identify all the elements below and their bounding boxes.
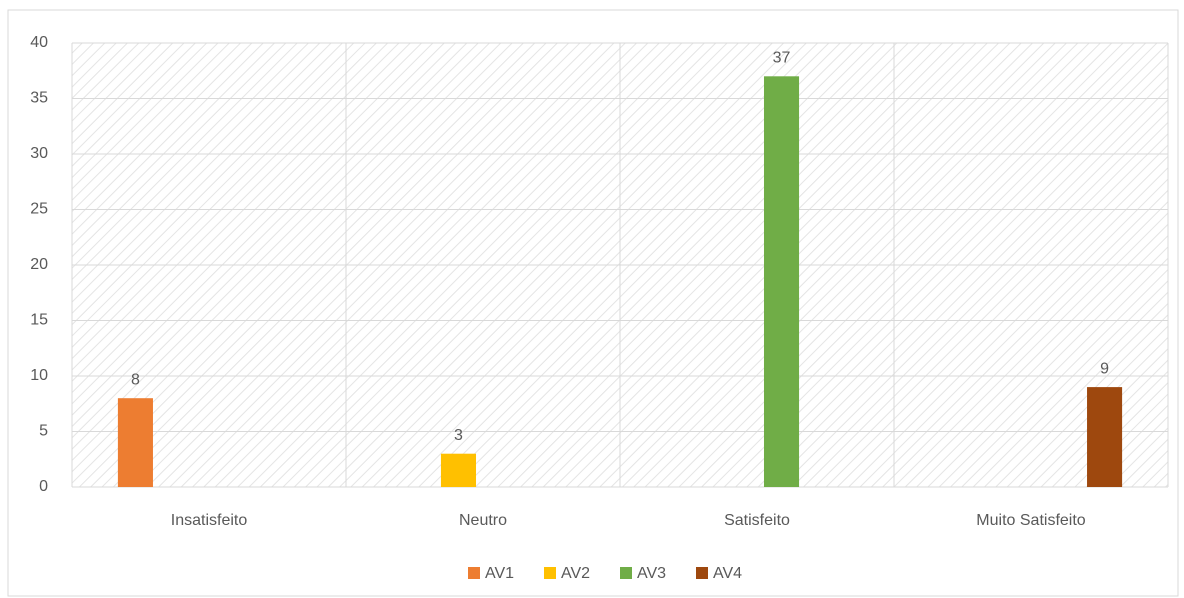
data-label: 9 bbox=[1100, 360, 1109, 377]
legend-label: AV3 bbox=[637, 565, 666, 582]
legend-swatch bbox=[620, 567, 632, 579]
bar bbox=[763, 76, 800, 488]
y-tick-label: 0 bbox=[39, 478, 48, 495]
y-tick-label: 25 bbox=[30, 201, 48, 218]
data-label: 3 bbox=[454, 427, 463, 444]
y-tick-label: 35 bbox=[30, 90, 48, 107]
legend-label: AV2 bbox=[561, 565, 590, 582]
bar bbox=[440, 453, 477, 487]
y-tick-label: 20 bbox=[30, 256, 48, 273]
y-tick-label: 15 bbox=[30, 312, 48, 329]
data-label: 37 bbox=[773, 50, 791, 67]
legend-swatch bbox=[696, 567, 708, 579]
bar bbox=[117, 398, 153, 487]
x-tick-label: Insatisfeito bbox=[171, 512, 248, 529]
x-tick-label: Muito Satisfeito bbox=[976, 512, 1085, 529]
legend-swatch bbox=[468, 567, 480, 579]
legend-label: AV4 bbox=[713, 565, 742, 582]
y-tick-label: 30 bbox=[30, 145, 48, 162]
bar bbox=[1087, 387, 1123, 487]
y-tick-label: 5 bbox=[39, 423, 48, 440]
x-tick-label: Neutro bbox=[459, 512, 507, 529]
x-tick-label: Satisfeito bbox=[724, 512, 790, 529]
y-tick-label: 10 bbox=[30, 367, 48, 384]
legend-label: AV1 bbox=[485, 565, 514, 582]
y-tick-label: 40 bbox=[30, 34, 48, 51]
data-label: 8 bbox=[131, 371, 140, 388]
legend-swatch bbox=[544, 567, 556, 579]
